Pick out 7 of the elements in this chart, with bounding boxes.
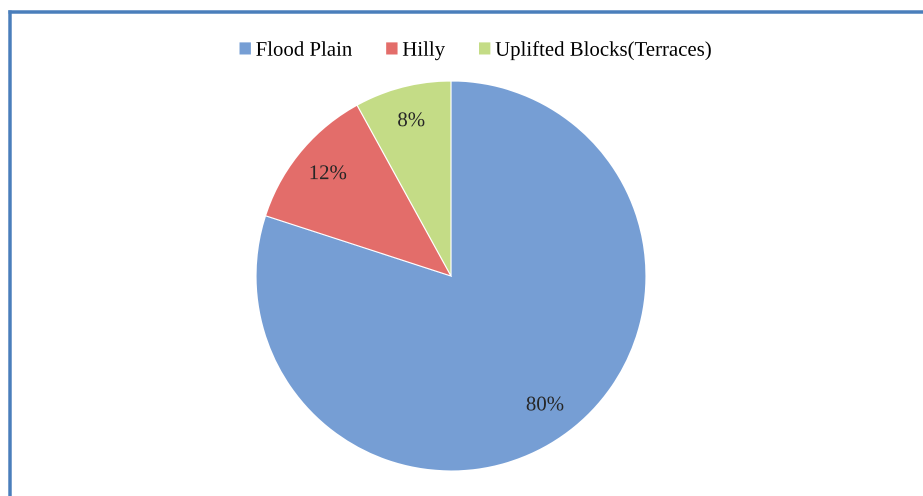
pie-slice — [255, 80, 647, 472]
legend-label: Uplifted Blocks(Terraces) — [496, 41, 711, 60]
data-label: 12% — [310, 165, 346, 180]
data-label: 80% — [526, 396, 564, 411]
legend-label: Flood Plain — [256, 41, 352, 56]
data-label: 8% — [398, 112, 424, 126]
legend-label: Hilly — [402, 41, 446, 60]
